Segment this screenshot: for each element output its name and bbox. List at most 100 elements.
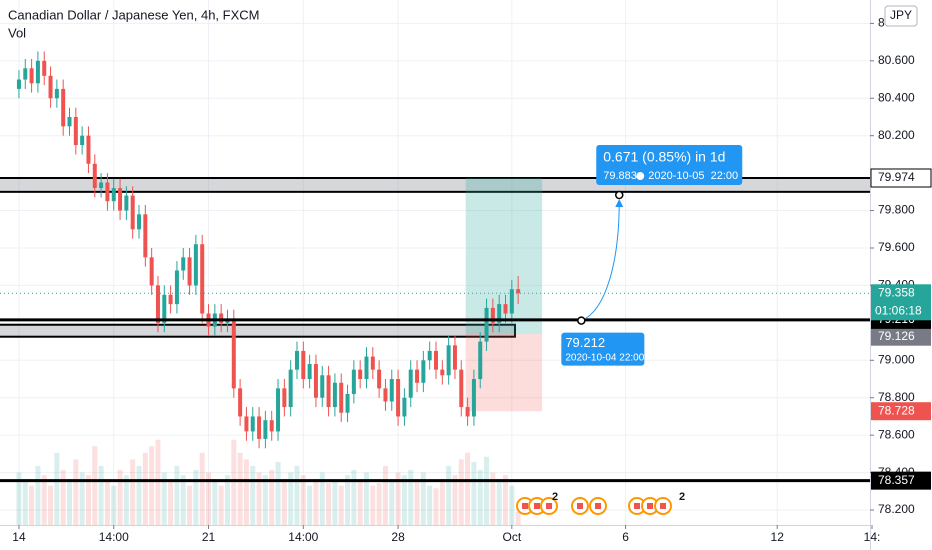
volume-bar — [471, 462, 477, 525]
candle-body — [73, 116, 78, 146]
candle-body — [174, 270, 179, 305]
volume-bar — [193, 469, 199, 525]
projection-to — [614, 190, 624, 200]
candle-body — [162, 294, 167, 323]
price-label-bg — [871, 402, 931, 421]
candle-body — [86, 135, 91, 164]
currency-box — [884, 5, 918, 27]
candle-body — [509, 289, 514, 314]
candle-body — [16, 79, 21, 89]
candle-body — [61, 88, 66, 127]
volume-bar — [509, 485, 515, 525]
candle-body — [421, 360, 426, 383]
volume-bar — [231, 439, 237, 525]
price-label-bg — [871, 471, 931, 490]
candle-body — [231, 319, 236, 389]
clock-icon — [636, 172, 645, 181]
candle-body — [434, 350, 438, 370]
candle-body — [339, 382, 344, 413]
volume-bar — [73, 459, 79, 525]
volume-bar — [85, 475, 91, 525]
volume-bar — [401, 475, 407, 525]
event-flag — [522, 503, 528, 509]
volume-bar — [155, 439, 161, 525]
candle-body — [48, 75, 53, 99]
volume-bar — [35, 465, 41, 525]
volume-bar — [458, 459, 464, 525]
volume-bar — [117, 469, 123, 525]
candle-body — [503, 304, 508, 314]
x-tick-label: 21 — [202, 530, 216, 544]
candle-body — [35, 60, 40, 84]
projection-arrow — [615, 199, 624, 208]
price-label: 79.974 — [878, 170, 915, 184]
candle-body — [288, 369, 293, 408]
volume-bar — [275, 462, 281, 525]
y-tick-label: 78.800 — [878, 390, 915, 404]
volume-bar — [300, 475, 306, 525]
y-tick-label: 80.200 — [878, 128, 915, 142]
candle-body — [269, 420, 274, 432]
projection-to-date: 2020-10-05 22:00 — [648, 170, 738, 182]
volume-bar — [79, 472, 85, 525]
candle-body — [332, 382, 337, 408]
candle-body — [238, 388, 243, 417]
y-tick-label: 80.600 — [878, 53, 915, 67]
y-tick-label: 79.000 — [878, 352, 915, 366]
y-tick-label: 79.600 — [878, 240, 915, 254]
time-axis — [0, 525, 870, 550]
volume-bar — [250, 465, 256, 525]
candle-body — [250, 416, 255, 432]
volume-bar — [332, 479, 338, 525]
volume-bar — [338, 485, 344, 525]
volume-bar — [237, 452, 243, 525]
candle-body — [257, 416, 262, 439]
volume-bar — [92, 446, 98, 525]
projection-to-value: 79.883 — [603, 170, 637, 182]
candle-body — [143, 214, 148, 258]
candle-body — [124, 195, 129, 211]
volume-bar — [136, 465, 142, 525]
volume-bar — [313, 479, 319, 525]
volume-bar — [199, 452, 205, 525]
x-tick-label: 14 — [12, 530, 26, 544]
volume-bar — [446, 465, 452, 525]
volume-bar — [427, 485, 433, 525]
x-tick-label: Oct — [502, 530, 521, 544]
candle-body — [452, 345, 457, 370]
event-flag — [660, 503, 666, 509]
candle-body — [130, 195, 135, 230]
volume-bar — [503, 475, 509, 525]
candle-body — [345, 393, 350, 413]
candle-body — [118, 188, 123, 211]
candle-body — [111, 188, 116, 202]
candle-body — [516, 289, 521, 294]
candle-body — [181, 257, 186, 271]
volume-bar — [123, 475, 129, 525]
volume-bar — [389, 479, 395, 525]
candle-body — [440, 369, 445, 376]
volume-bar — [345, 475, 351, 525]
candle-body — [459, 369, 464, 408]
event-flag — [634, 503, 640, 509]
volume-bar — [187, 485, 193, 525]
volume-bar — [48, 485, 54, 525]
candle-body — [193, 244, 198, 286]
volume-bar — [16, 472, 22, 525]
volume-bar — [477, 469, 483, 525]
projection-from — [577, 316, 586, 325]
projection-from-callout — [561, 332, 645, 366]
event-flag — [647, 503, 653, 509]
candle-body — [446, 345, 451, 376]
price-label: 79.126 — [878, 329, 915, 343]
volume-bar — [490, 472, 496, 525]
volume-bar — [420, 472, 426, 525]
volume-bar — [130, 459, 136, 525]
volume-bar — [142, 452, 148, 525]
volume-bar — [262, 475, 268, 525]
volume-bar — [515, 511, 521, 525]
volume-bar — [29, 485, 35, 525]
candle-body — [187, 257, 192, 286]
candle-body — [402, 397, 407, 417]
